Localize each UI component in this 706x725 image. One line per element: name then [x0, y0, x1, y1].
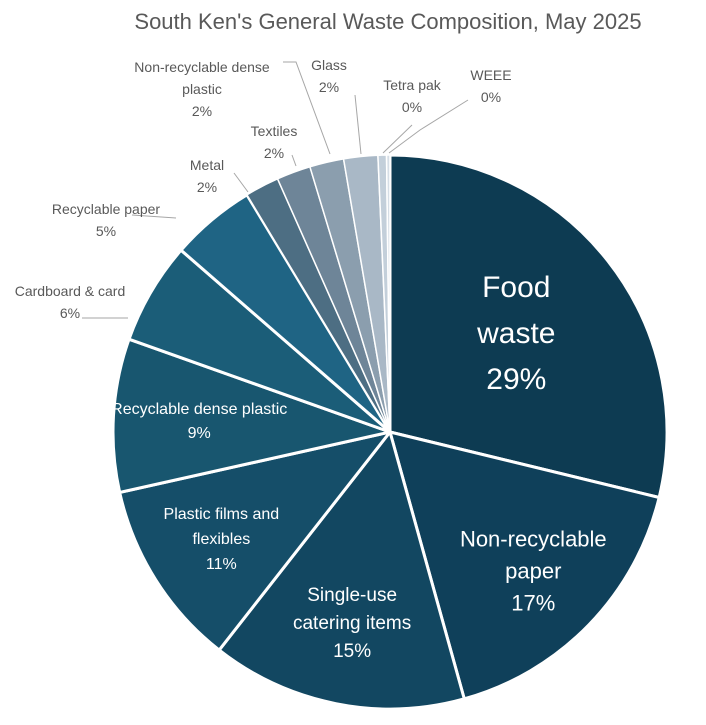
leader-line — [233, 172, 249, 193]
leader-lines — [82, 61, 469, 319]
leader-line — [382, 124, 413, 154]
slice-labels: Food waste 29% Non-recyclable paper 17% Single… — [15, 57, 607, 662]
pie-slice — [111, 337, 392, 494]
slice-label: WEEE 0% — [470, 67, 511, 105]
slice-label: Non-recyclable dense plastic 2% — [134, 59, 270, 119]
slice-label: Glass 2% — [311, 57, 347, 95]
leader-line — [131, 214, 177, 219]
slice-label: Cardboard & card 6% — [15, 283, 126, 321]
chart-title: South Ken's General Waste Composition, M… — [134, 9, 641, 34]
pie-slice — [388, 153, 669, 499]
pie-slice — [388, 430, 661, 701]
leader-line — [354, 94, 362, 155]
slice-label: Tetra pak 0% — [383, 77, 442, 115]
slice-label: Metal 2% — [190, 157, 224, 195]
pie-slice — [385, 154, 391, 433]
slice-label: Recyclable paper 5% — [52, 201, 161, 239]
leader-line — [291, 154, 297, 167]
slice-label: Non-recyclable paper 17% — [460, 526, 607, 615]
slice-label: Plastic films and flexibles 11% — [164, 506, 280, 573]
slice-label: Single-use catering items 15% — [293, 585, 411, 662]
leader-line — [388, 99, 469, 154]
slice-label: Food waste 29% — [476, 271, 555, 396]
pie-slices — [111, 153, 669, 711]
pie-slice — [118, 430, 392, 652]
slice-label: Recyclable dense plastic 9% — [111, 401, 287, 442]
leader-line — [283, 61, 331, 155]
slice-label: Textiles 2% — [251, 123, 298, 161]
pie-slice — [217, 430, 466, 711]
